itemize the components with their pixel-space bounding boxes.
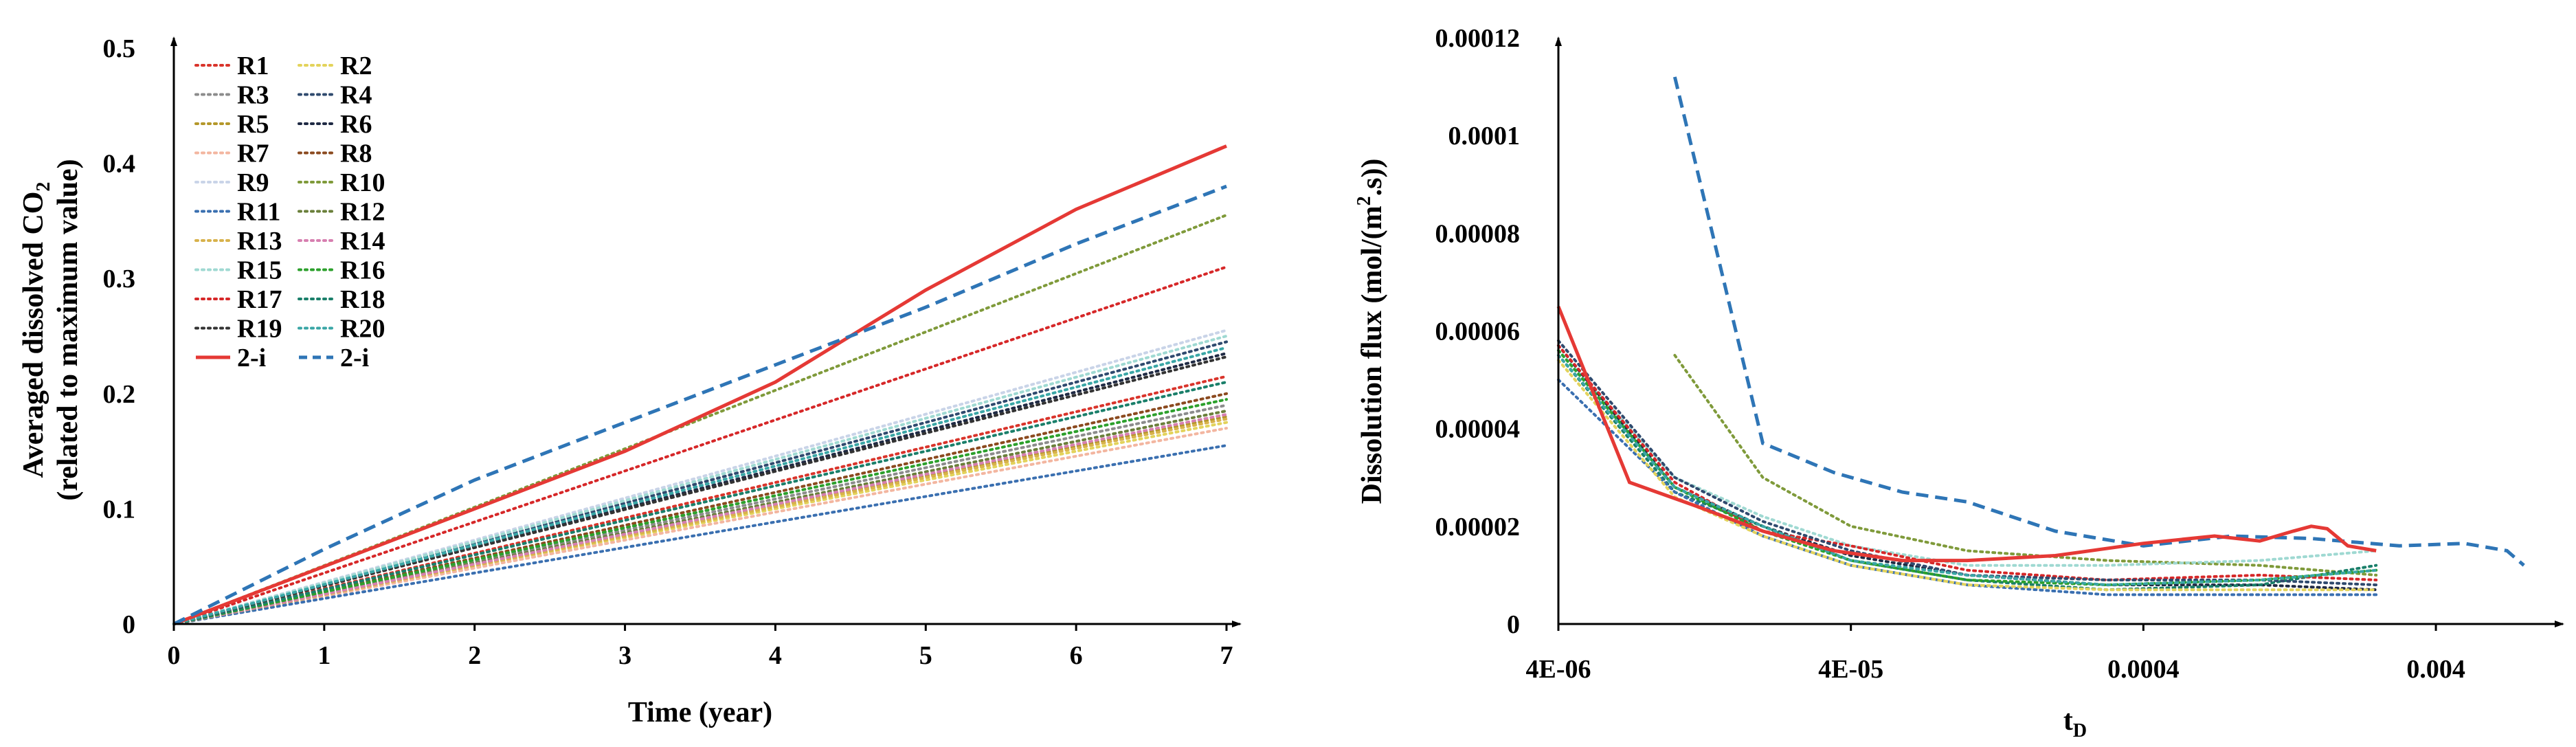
left-series-R20-dotted bbox=[172, 346, 1228, 625]
legend-label-R3: R3 bbox=[237, 81, 269, 110]
legend-label-R15: R15 bbox=[237, 256, 282, 285]
legend-label-R11: R11 bbox=[237, 198, 280, 227]
right-series-layer bbox=[1556, 76, 2525, 597]
legend-label-2-i: 2-i bbox=[340, 344, 369, 372]
right-chart: 4E-06 4E-05 0.0004 0.004 0 0.00002 0.00004 0.00… bbox=[1354, 24, 2564, 742]
legend-label-R7: R7 bbox=[237, 140, 269, 168]
legend-label-R2: R2 bbox=[340, 52, 372, 80]
legend-label-R16: R16 bbox=[340, 256, 385, 285]
right-series-R10-dotted bbox=[1673, 354, 2378, 577]
legend-label-R5: R5 bbox=[237, 110, 269, 139]
right-y-tick-label: 0.00008 bbox=[1435, 219, 1521, 248]
right-x-label-subscript: D bbox=[2073, 720, 2087, 742]
left-y-tick-label: 0.3 bbox=[103, 265, 136, 293]
right-x-tick-label: 0.004 bbox=[2406, 655, 2465, 684]
left-series-2-i-solid bbox=[173, 144, 1227, 626]
right-series-R6-dotted bbox=[1557, 344, 2378, 592]
right-ticks: 4E-06 4E-05 0.0004 0.004 0 0.00002 0.00004 0.00… bbox=[1435, 24, 2465, 684]
right-x-tick-label: 4E-05 bbox=[1818, 655, 1883, 684]
legend-label-R6: R6 bbox=[340, 110, 372, 139]
right-series-R18-dotted bbox=[1557, 354, 2378, 592]
left-x-tick-label: 3 bbox=[618, 641, 631, 670]
left-y-axis-label: Averaged dissolved CO2 bbox=[18, 182, 54, 478]
legend-label-R17: R17 bbox=[237, 285, 282, 314]
right-x-tick-label: 0.0004 bbox=[2107, 655, 2180, 684]
right-y-tick-label: 0 bbox=[1507, 610, 1520, 639]
right-y-tick-label: 0.00006 bbox=[1435, 317, 1521, 346]
legend-label-2-i: 2-i bbox=[237, 344, 266, 372]
right-series-R15-dotted bbox=[1557, 348, 2378, 567]
legend-label-R9: R9 bbox=[237, 168, 269, 197]
left-series-2-i-dashed bbox=[172, 184, 1227, 626]
right-series-2-i-dashed bbox=[1672, 76, 2525, 567]
right-y-tick-label: 0.00002 bbox=[1435, 513, 1521, 542]
right-series-2-i-solid bbox=[1556, 306, 2377, 563]
left-x-tick-label: 1 bbox=[317, 641, 331, 670]
right-y-label-main: Dissolution flux (mol/(m bbox=[1356, 205, 1388, 504]
legend-label-R18: R18 bbox=[340, 285, 385, 314]
right-x-axis-label: tD bbox=[2063, 705, 2087, 742]
left-y-axis-label-2: (related to maximum value) bbox=[52, 159, 84, 500]
left-series-layer bbox=[172, 144, 1228, 626]
legend-label-R10: R10 bbox=[340, 168, 385, 197]
right-series-R20-dotted bbox=[1557, 354, 2378, 587]
left-series-R16-dotted bbox=[172, 398, 1228, 625]
left-x-tick-label: 5 bbox=[919, 641, 932, 670]
left-y-tick-label: 0.5 bbox=[103, 34, 136, 63]
right-y-axis-label: Dissolution flux (mol/(m2.s)) bbox=[1354, 159, 1388, 504]
right-y-label-end: .s)) bbox=[1356, 159, 1388, 197]
left-series-R17-dotted bbox=[172, 265, 1228, 625]
left-series-R19-dotted bbox=[172, 355, 1228, 625]
right-series-R11-dotted bbox=[1557, 378, 2378, 597]
left-x-tick-label: 4 bbox=[769, 641, 782, 670]
legend-label-R12: R12 bbox=[340, 198, 385, 227]
left-x-tick-label: 6 bbox=[1070, 641, 1083, 670]
left-x-tick-label: 7 bbox=[1220, 641, 1233, 670]
right-y-label-superscript: 2 bbox=[1354, 196, 1375, 205]
left-y-label-subscript: 2 bbox=[33, 182, 54, 192]
legend-label-R13: R13 bbox=[237, 227, 282, 256]
left-series-R15-dotted bbox=[172, 335, 1228, 625]
left-series-R18-dotted bbox=[172, 381, 1228, 625]
right-series-R2-dotted bbox=[1557, 359, 2378, 592]
legend-label-R14: R14 bbox=[340, 227, 385, 256]
left-y-tick-label: 0.1 bbox=[103, 495, 136, 524]
right-series-R17-dotted bbox=[1557, 344, 2378, 582]
left-x-axis-label: Time (year) bbox=[628, 697, 772, 728]
left-x-tick-label: 2 bbox=[468, 641, 481, 670]
left-ticks: 0 1 2 3 4 5 6 7 0 0.1 0.2 0.3 0.4 0.5 bbox=[103, 34, 1233, 670]
left-series-R14-dotted bbox=[172, 413, 1228, 625]
right-y-tick-label: 0.00004 bbox=[1435, 415, 1521, 444]
legend-label-R4: R4 bbox=[340, 81, 372, 110]
left-series-R11-dotted bbox=[172, 444, 1228, 625]
right-y-tick-label: 0.00012 bbox=[1435, 24, 1521, 53]
legend-label-R8: R8 bbox=[340, 140, 372, 168]
legend-label-R20: R20 bbox=[340, 315, 385, 344]
legend-label-R19: R19 bbox=[237, 315, 282, 344]
right-x-tick-label: 4E-06 bbox=[1526, 655, 1591, 684]
left-y-tick-label: 0 bbox=[122, 610, 135, 639]
left-x-tick-label: 0 bbox=[168, 641, 181, 670]
right-series-R4-dotted bbox=[1557, 339, 2378, 587]
left-y-label-main: Averaged dissolved CO bbox=[18, 192, 49, 478]
right-y-tick-label: 0.0001 bbox=[1448, 122, 1521, 150]
left-y-tick-label: 0.4 bbox=[103, 150, 136, 179]
left-y-tick-label: 0.2 bbox=[103, 380, 136, 409]
right-x-label-main: t bbox=[2063, 705, 2073, 737]
left-series-R7-dotted bbox=[172, 427, 1228, 625]
legend-label-R1: R1 bbox=[237, 52, 269, 80]
left-chart: 0 1 2 3 4 5 6 7 0 0.1 0.2 0.3 0.4 0.5 Time (year) Ave… bbox=[18, 34, 1242, 728]
